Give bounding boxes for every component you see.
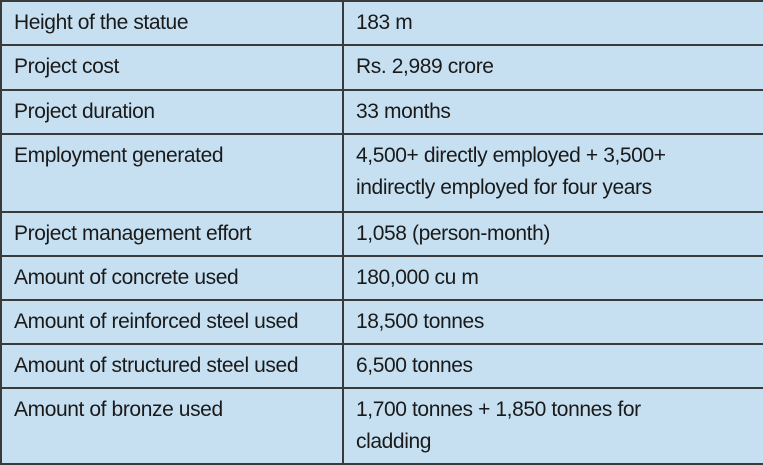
row-value: 1,058 (person-month) [342,211,763,257]
row-label: Amount of reinforced steel used [0,299,344,345]
row-label: Employment generated [0,133,344,213]
table-row: Employment generated 4,500+ directly empl… [0,133,763,213]
row-label: Project management effort [0,211,344,257]
row-value: 33 months [342,89,763,135]
table-row: Amount of reinforced steel used 18,500 to… [0,299,763,345]
table-row: Project cost Rs. 2,989 crore [0,44,763,91]
row-label: Project duration [0,89,344,135]
row-value: 1,700 tonnes + 1,850 tonnes for cladding [342,387,763,465]
table-row: Project management effort 1,058 (person-m… [0,211,763,257]
row-value: 18,500 tonnes [342,299,763,345]
table-row: Height of the statue 183 m [0,0,763,46]
row-label: Amount of concrete used [0,255,344,301]
row-value: 4,500+ directly employed + 3,500+ indire… [342,133,763,213]
row-value: 180,000 cu m [342,255,763,301]
row-label: Amount of structured steel used [0,343,344,389]
table-row: Amount of bronze used 1,700 tonnes + 1,85… [0,387,763,465]
row-label: Height of the statue [0,0,344,46]
row-label: Project cost [0,44,344,91]
table-row: Project duration 33 months [0,89,763,135]
table-row: Amount of structured steel used 6,500 ton… [0,343,763,389]
row-value: 183 m [342,0,763,46]
row-label: Amount of bronze used [0,387,344,465]
row-value: Rs. 2,989 crore [342,44,763,91]
row-value: 6,500 tonnes [342,343,763,389]
table-row: Amount of concrete used 180,000 cu m [0,255,763,301]
